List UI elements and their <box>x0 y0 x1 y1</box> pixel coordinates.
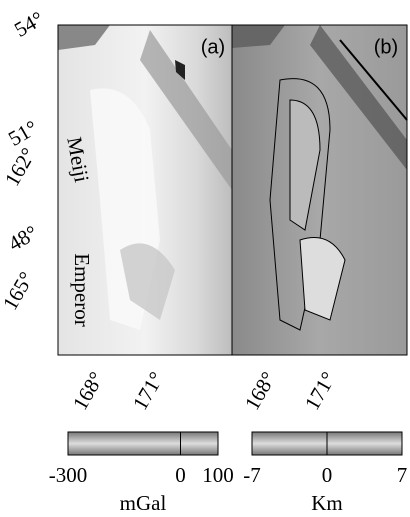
colorbar-tick-label: 100 <box>202 463 234 487</box>
lon-label: 171° <box>128 368 169 415</box>
colorbar <box>68 432 218 455</box>
colorbar-tick-label: 7 <box>397 463 408 487</box>
panel-b <box>232 25 407 355</box>
panel-label: (b) <box>374 36 398 58</box>
colorbars: -300 0 100 mGal -7 0 7 Km <box>49 432 408 515</box>
colorbar-tick-label: -300 <box>49 463 88 487</box>
lon-label: 171° <box>300 368 341 415</box>
lon-label: 168° <box>68 368 109 415</box>
figure: (a) (b) 54° 51° 48° 162° 165° Meiji Empe… <box>0 0 410 517</box>
colorbar-tick-label: 0 <box>322 463 333 487</box>
panel-label: (a) <box>201 36 225 58</box>
lat-label: 54° <box>10 6 47 41</box>
lon-label: 168° <box>240 368 281 415</box>
colorbar-tick-label: 0 <box>175 463 186 487</box>
colorbar-tick-label: -7 <box>243 463 261 487</box>
lon-label: 162° <box>0 144 40 191</box>
colorbar-unit: Km <box>311 491 343 515</box>
feature-label: Emperor <box>70 253 94 326</box>
lat-label: 48° <box>4 220 41 255</box>
colorbar-unit: mGal <box>120 491 167 515</box>
lon-label: 165° <box>0 268 38 315</box>
